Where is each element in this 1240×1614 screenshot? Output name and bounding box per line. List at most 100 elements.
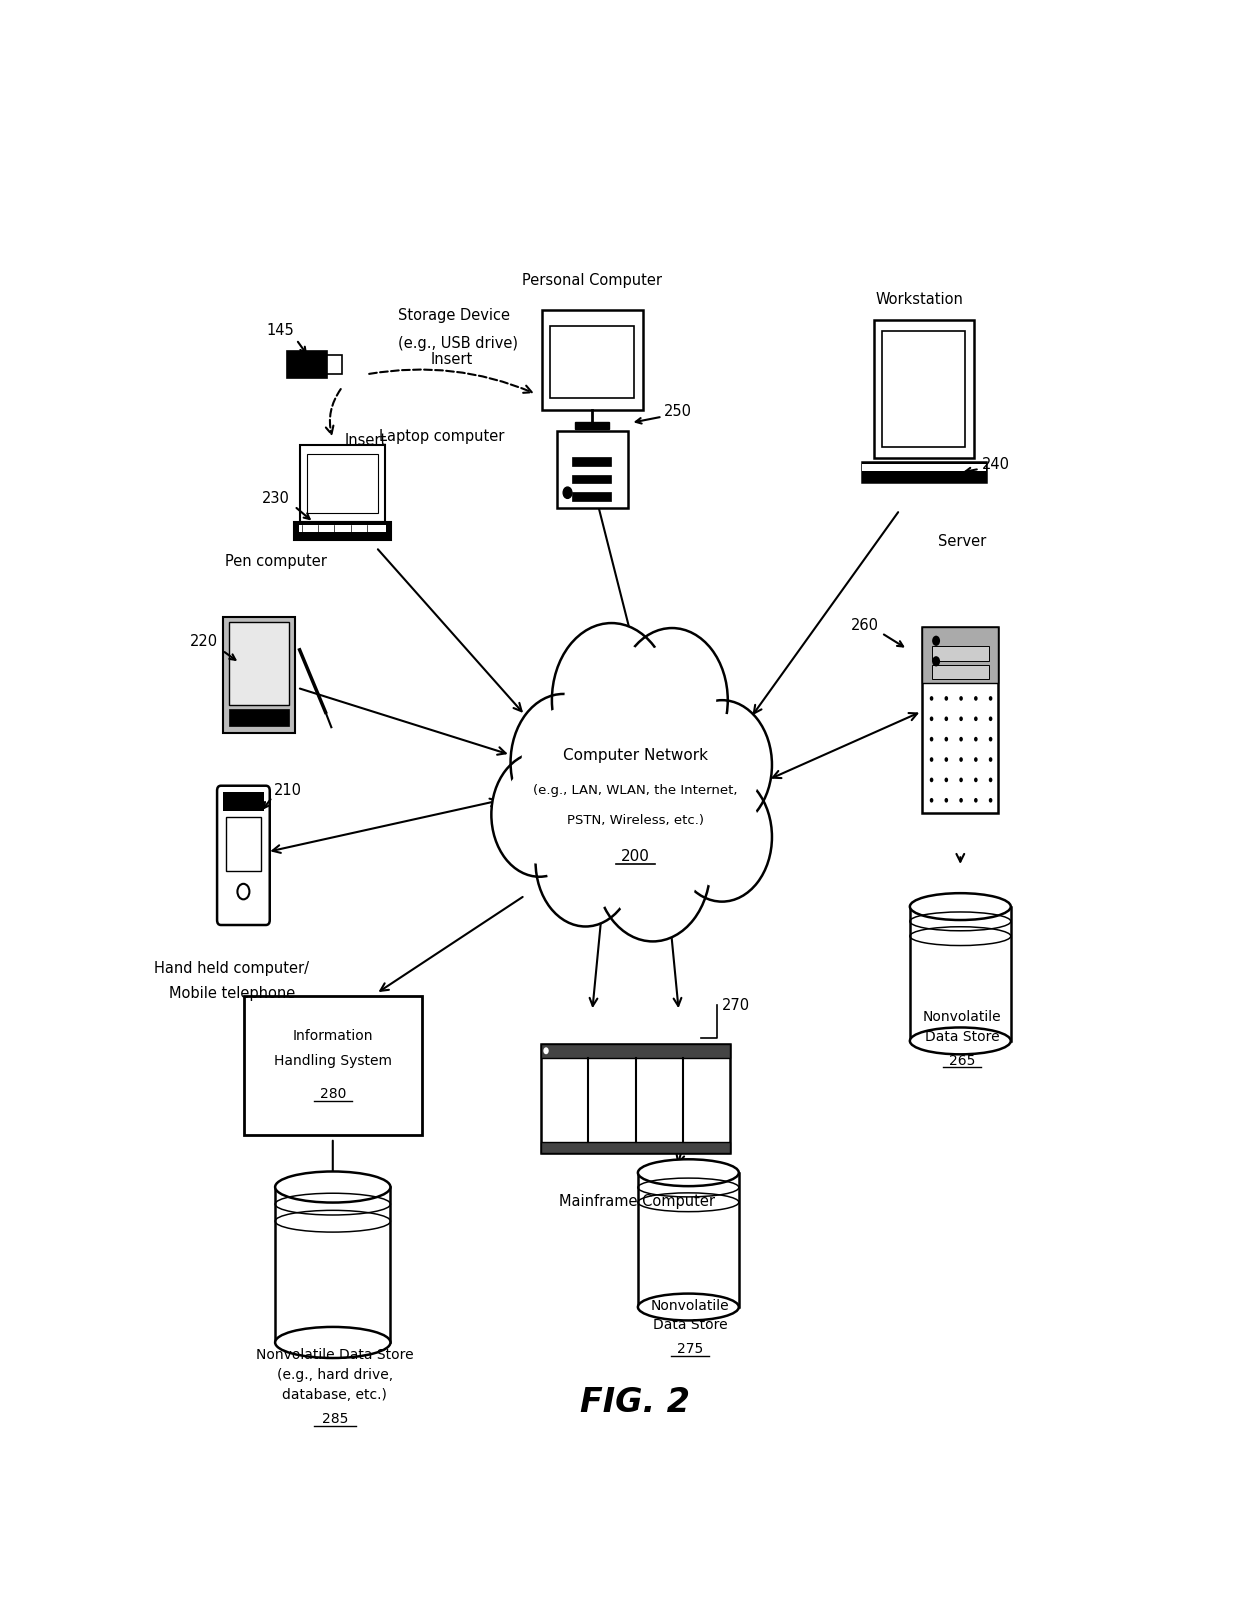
FancyBboxPatch shape	[294, 523, 391, 541]
Ellipse shape	[910, 1028, 1011, 1054]
FancyBboxPatch shape	[862, 463, 986, 483]
FancyBboxPatch shape	[573, 475, 611, 484]
FancyBboxPatch shape	[327, 355, 342, 374]
Circle shape	[502, 767, 577, 863]
Circle shape	[552, 623, 671, 778]
Circle shape	[536, 797, 635, 926]
Text: PSTN, Wireless, etc.): PSTN, Wireless, etc.)	[567, 813, 704, 826]
Text: Nonvolatile: Nonvolatile	[923, 1009, 1002, 1023]
Circle shape	[547, 812, 625, 912]
FancyBboxPatch shape	[228, 621, 289, 705]
Text: Mobile telephone: Mobile telephone	[169, 985, 295, 1001]
Text: 145: 145	[267, 323, 294, 337]
Circle shape	[930, 738, 934, 742]
FancyBboxPatch shape	[223, 792, 264, 812]
Text: Nonvolatile: Nonvolatile	[651, 1298, 729, 1312]
Text: 280: 280	[320, 1086, 346, 1101]
FancyBboxPatch shape	[542, 1143, 729, 1152]
Text: 270: 270	[722, 997, 750, 1012]
Text: Computer Network: Computer Network	[563, 747, 708, 763]
Circle shape	[945, 799, 949, 804]
FancyBboxPatch shape	[573, 458, 611, 466]
Text: Data Store: Data Store	[925, 1030, 999, 1043]
Text: FIG. 2: FIG. 2	[580, 1385, 691, 1419]
FancyBboxPatch shape	[573, 492, 611, 502]
Circle shape	[975, 697, 977, 702]
FancyBboxPatch shape	[551, 328, 634, 399]
Circle shape	[988, 717, 992, 721]
Text: Hand held computer/: Hand held computer/	[154, 960, 310, 975]
Text: 265: 265	[949, 1052, 976, 1067]
Circle shape	[932, 636, 940, 647]
Circle shape	[629, 644, 715, 757]
Circle shape	[975, 799, 977, 804]
FancyBboxPatch shape	[223, 618, 295, 734]
Ellipse shape	[637, 1159, 739, 1186]
FancyBboxPatch shape	[300, 445, 384, 523]
Circle shape	[616, 628, 728, 773]
FancyBboxPatch shape	[931, 647, 990, 662]
Circle shape	[945, 738, 949, 742]
Circle shape	[988, 757, 992, 762]
Text: 220: 220	[190, 634, 218, 649]
Circle shape	[975, 738, 977, 742]
Circle shape	[932, 657, 940, 667]
FancyBboxPatch shape	[637, 1173, 739, 1307]
Circle shape	[930, 778, 934, 783]
Circle shape	[565, 641, 658, 760]
Circle shape	[930, 697, 934, 702]
Circle shape	[975, 717, 977, 721]
Text: Data Store: Data Store	[653, 1317, 728, 1332]
Circle shape	[543, 1047, 549, 1054]
Text: (e.g., USB drive): (e.g., USB drive)	[398, 336, 518, 350]
Circle shape	[960, 778, 963, 783]
Text: Personal Computer: Personal Computer	[522, 273, 662, 289]
Circle shape	[975, 757, 977, 762]
Circle shape	[549, 678, 722, 902]
Circle shape	[960, 738, 963, 742]
Ellipse shape	[275, 1327, 391, 1357]
Text: 260: 260	[851, 618, 879, 633]
Ellipse shape	[637, 1294, 739, 1320]
Circle shape	[975, 778, 977, 783]
Circle shape	[988, 738, 992, 742]
Text: 250: 250	[665, 404, 692, 418]
Text: (e.g., LAN, WLAN, the Internet,: (e.g., LAN, WLAN, the Internet,	[533, 784, 738, 797]
Circle shape	[683, 715, 761, 815]
Circle shape	[563, 487, 572, 499]
FancyBboxPatch shape	[910, 907, 1011, 1041]
Circle shape	[930, 717, 934, 721]
Text: Mainframe Computer: Mainframe Computer	[559, 1193, 715, 1207]
FancyBboxPatch shape	[557, 433, 627, 508]
Circle shape	[930, 757, 934, 762]
Ellipse shape	[275, 1172, 391, 1202]
Circle shape	[960, 757, 963, 762]
Text: Server: Server	[939, 534, 986, 549]
FancyBboxPatch shape	[286, 352, 327, 379]
Circle shape	[945, 697, 949, 702]
FancyBboxPatch shape	[542, 1044, 729, 1059]
Circle shape	[608, 809, 698, 925]
Text: Pen computer: Pen computer	[226, 554, 327, 570]
Text: Handling System: Handling System	[274, 1052, 392, 1067]
FancyBboxPatch shape	[275, 1188, 391, 1343]
Text: Storage Device: Storage Device	[398, 308, 510, 323]
Circle shape	[511, 694, 616, 831]
FancyBboxPatch shape	[308, 455, 378, 515]
Text: 230: 230	[262, 491, 290, 505]
Text: 200: 200	[621, 849, 650, 863]
Circle shape	[960, 697, 963, 702]
Circle shape	[930, 799, 934, 804]
FancyBboxPatch shape	[862, 465, 986, 471]
Circle shape	[988, 778, 992, 783]
FancyBboxPatch shape	[923, 628, 998, 683]
Text: 240: 240	[982, 457, 1009, 473]
FancyBboxPatch shape	[542, 1044, 729, 1152]
FancyBboxPatch shape	[244, 996, 422, 1136]
FancyBboxPatch shape	[228, 710, 289, 726]
Circle shape	[945, 778, 949, 783]
Text: Information: Information	[293, 1028, 373, 1043]
Ellipse shape	[910, 894, 1011, 920]
Circle shape	[960, 799, 963, 804]
Circle shape	[522, 710, 605, 817]
